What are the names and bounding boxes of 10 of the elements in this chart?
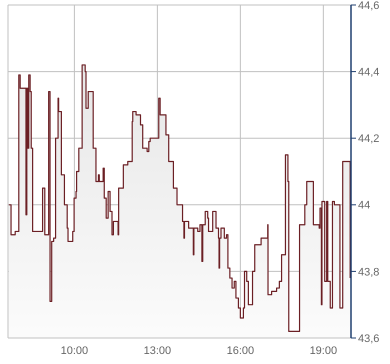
y-tick-label: 44,2 bbox=[358, 133, 380, 146]
y-tick-label: 43,6 bbox=[358, 332, 380, 345]
y-tick-label: 43,8 bbox=[358, 266, 380, 278]
y-tick-label: 44,6 bbox=[358, 0, 380, 12]
x-tick-label: 13:00 bbox=[144, 344, 172, 357]
y-tick-label: 44 bbox=[358, 200, 370, 212]
x-tick-label: 16:00 bbox=[226, 344, 254, 357]
y-tick-label: 44,4 bbox=[358, 66, 380, 79]
x-tick-label: 10:00 bbox=[60, 344, 88, 357]
x-tick-label: 19:00 bbox=[310, 344, 338, 357]
